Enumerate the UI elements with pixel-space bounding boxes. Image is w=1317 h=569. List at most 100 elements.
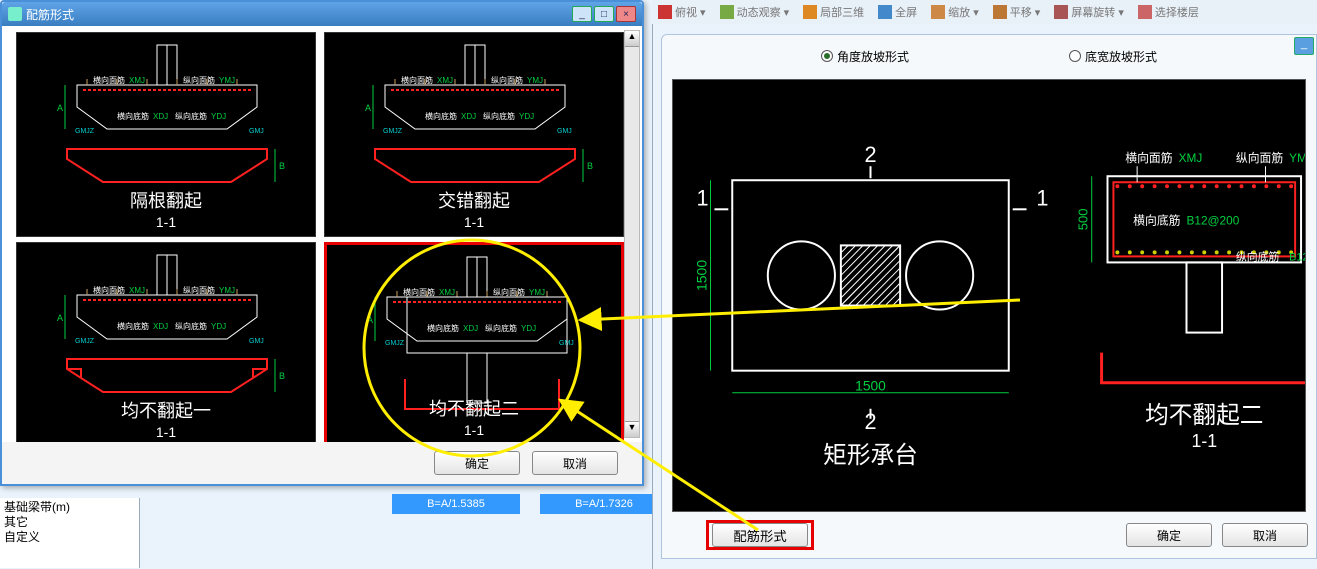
tb-item[interactable]: 动态观察 ▾ bbox=[720, 4, 790, 20]
tb-item[interactable]: 平移 ▾ bbox=[993, 4, 1041, 20]
svg-text:纵向面筋: 纵向面筋 bbox=[491, 75, 523, 85]
svg-text:纵向底筋: 纵向底筋 bbox=[175, 321, 207, 331]
radio-angle-slope[interactable]: 角度放坡形式 bbox=[821, 48, 909, 65]
ratio-strip: B=A/1.5385 B=A/1.7326 bbox=[392, 494, 668, 516]
rebar-style-button[interactable]: 配筋形式 bbox=[712, 523, 808, 547]
thumb-option[interactable]: 横向面筋XMJ纵向面筋YMJ横向底筋XDJ纵向底筋YDJGMJZGMJAB 交错… bbox=[324, 32, 624, 237]
svg-text:横向面筋: 横向面筋 bbox=[403, 287, 435, 297]
svg-text:YMJ: YMJ bbox=[529, 288, 545, 297]
svg-text:YMJ: YMJ bbox=[1289, 151, 1305, 165]
tree-item[interactable]: 其它 bbox=[4, 515, 135, 530]
minimize-panel-button[interactable]: _ bbox=[1294, 37, 1314, 55]
ok-button[interactable]: 确定 bbox=[434, 451, 520, 475]
svg-text:B: B bbox=[587, 161, 593, 171]
svg-text:GMJ: GMJ bbox=[557, 128, 572, 135]
svg-text:纵向面筋: 纵向面筋 bbox=[493, 287, 525, 297]
radio-width-slope[interactable]: 底宽放坡形式 bbox=[1069, 48, 1157, 65]
svg-text:纵向面筋: 纵向面筋 bbox=[183, 75, 215, 85]
svg-text:横向面筋: 横向面筋 bbox=[93, 285, 125, 295]
tb-item[interactable]: 全屏 bbox=[878, 4, 917, 20]
tree-item[interactable]: 自定义 bbox=[4, 530, 135, 545]
ok-button[interactable]: 确定 bbox=[1126, 523, 1212, 547]
svg-text:横向底筋: 横向底筋 bbox=[117, 111, 149, 121]
svg-text:横向面筋: 横向面筋 bbox=[401, 75, 433, 85]
svg-text:矩形承台: 矩形承台 bbox=[823, 442, 918, 469]
close-button[interactable]: × bbox=[616, 6, 636, 22]
svg-text:XDJ: XDJ bbox=[463, 324, 478, 333]
svg-text:横向底筋: 横向底筋 bbox=[425, 111, 457, 121]
svg-text:1-1: 1-1 bbox=[1191, 431, 1217, 451]
minimize-button[interactable]: _ bbox=[572, 6, 592, 22]
svg-text:XMJ: XMJ bbox=[437, 76, 453, 85]
tree-item[interactable]: 基础梁带(m) bbox=[4, 500, 135, 515]
svg-text:横向底筋: 横向底筋 bbox=[427, 323, 459, 333]
svg-text:XMJ: XMJ bbox=[129, 76, 145, 85]
svg-text:YDJ: YDJ bbox=[211, 322, 226, 331]
svg-text:1: 1 bbox=[1036, 185, 1048, 210]
tb-item[interactable]: 选择楼层 bbox=[1138, 4, 1199, 20]
slope-mode-radios: 角度放坡形式 底宽放坡形式 bbox=[662, 41, 1316, 71]
svg-text:箍筋: 箍筋 bbox=[1303, 219, 1305, 243]
svg-text:B: B bbox=[279, 371, 285, 381]
svg-text:A: A bbox=[57, 313, 63, 323]
svg-text:YMJ: YMJ bbox=[527, 76, 543, 85]
tb-item[interactable]: 缩放 ▾ bbox=[931, 4, 979, 20]
svg-text:纵向底筋: 纵向底筋 bbox=[483, 111, 515, 121]
tb-item[interactable]: 俯视 ▾ bbox=[658, 4, 706, 20]
preview-viewport: 150015001122矩形承台横向面筋XMJ纵向面筋YMJ横向底筋B12@20… bbox=[672, 79, 1306, 512]
dialog-scrollbar[interactable]: ▲ ▼ bbox=[624, 30, 640, 438]
svg-text:500: 500 bbox=[1076, 208, 1091, 230]
rebar-style-dialog: 配筋形式 _ □ × 横向面筋 XMJ 纵向面筋 YMJ 横向底筋 XDJ 纵向底筋 YDJ G… bbox=[0, 0, 644, 486]
dialog-footer: 确定 取消 bbox=[2, 442, 642, 484]
app-icon bbox=[8, 7, 22, 21]
tree-fragment: 基础梁带(m) 其它 自定义 bbox=[0, 498, 140, 568]
tb-item[interactable]: 局部三维 bbox=[803, 4, 864, 20]
cancel-button[interactable]: 取消 bbox=[1222, 523, 1308, 547]
svg-text:XMJ: XMJ bbox=[1179, 151, 1203, 165]
ratio-cell: B=A/1.7326 bbox=[540, 494, 668, 514]
svg-text:纵向面筋: 纵向面筋 bbox=[1236, 151, 1283, 165]
svg-text:XDJ: XDJ bbox=[153, 112, 168, 121]
svg-text:YDJ: YDJ bbox=[211, 112, 226, 121]
ratio-cell: B=A/1.5385 bbox=[392, 494, 520, 514]
svg-text:GMJ: GMJ bbox=[249, 338, 264, 345]
svg-text:横向底筋: 横向底筋 bbox=[1133, 213, 1180, 227]
svg-text:B12@200: B12@200 bbox=[1187, 213, 1240, 227]
thumb-option-selected[interactable]: 横向面筋XMJ纵向面筋YMJ横向底筋XDJ纵向底筋YDJGMJZGMJA 均不翻… bbox=[324, 242, 624, 447]
dialog-title: 配筋形式 bbox=[26, 6, 74, 23]
svg-text:纵向底筋: 纵向底筋 bbox=[175, 111, 207, 121]
thumb-option[interactable]: 横向面筋XMJ纵向面筋YMJ横向底筋XDJ纵向底筋YDJGMJZGMJAB 隔根… bbox=[16, 32, 316, 237]
svg-text:YMJ: YMJ bbox=[219, 76, 235, 85]
svg-text:B: B bbox=[279, 161, 285, 171]
maximize-button[interactable]: □ bbox=[594, 6, 614, 22]
svg-text:1500: 1500 bbox=[855, 378, 886, 394]
svg-text:2: 2 bbox=[864, 142, 876, 167]
svg-text:纵向底筋: 纵向底筋 bbox=[485, 323, 517, 333]
svg-text:XDJ: XDJ bbox=[153, 322, 168, 331]
svg-text:纵向底筋: 纵向底筋 bbox=[1236, 249, 1279, 263]
svg-text:A: A bbox=[57, 103, 63, 113]
svg-text:1500: 1500 bbox=[694, 260, 710, 291]
svg-text:GMJ: GMJ bbox=[249, 128, 264, 135]
svg-text:GMJZ: GMJZ bbox=[75, 128, 95, 135]
svg-text:B12@2: B12@2 bbox=[1289, 251, 1305, 263]
background-toolbar: 俯视 ▾ 动态观察 ▾ 局部三维 全屏 缩放 ▾ 平移 ▾ 屏幕旋转 ▾ 选择楼… bbox=[652, 0, 1317, 24]
svg-text:1: 1 bbox=[696, 185, 708, 210]
thumb-option[interactable]: 横向面筋XMJ纵向面筋YMJ横向底筋XDJ纵向底筋YDJGMJZGMJAB 均不… bbox=[16, 242, 316, 447]
tb-item[interactable]: 屏幕旋转 ▾ bbox=[1054, 4, 1124, 20]
right-panel: _ 角度放坡形式 底宽放坡形式 150015001122矩形承台横向面筋XMJ纵… bbox=[652, 24, 1317, 569]
svg-text:横向面筋: 横向面筋 bbox=[1125, 151, 1172, 165]
dialog-body: 横向面筋XMJ纵向面筋YMJ横向底筋XDJ纵向底筋YDJGMJZGMJAB 隔根… bbox=[2, 26, 642, 442]
cancel-button[interactable]: 取消 bbox=[532, 451, 618, 475]
svg-text:YMJ: YMJ bbox=[219, 286, 235, 295]
svg-text:YDJ: YDJ bbox=[519, 112, 534, 121]
svg-text:GMJ: GMJ bbox=[559, 340, 574, 347]
svg-text:GMJZ: GMJZ bbox=[75, 338, 95, 345]
svg-text:GMJZ: GMJZ bbox=[383, 128, 403, 135]
svg-text:横向底筋: 横向底筋 bbox=[117, 321, 149, 331]
svg-text:均不翻起二: 均不翻起二 bbox=[1145, 402, 1263, 429]
svg-text:GMJZ: GMJZ bbox=[385, 340, 405, 347]
svg-text:A: A bbox=[367, 315, 373, 325]
dialog-titlebar[interactable]: 配筋形式 _ □ × bbox=[2, 2, 642, 26]
svg-text:XMJ: XMJ bbox=[129, 286, 145, 295]
